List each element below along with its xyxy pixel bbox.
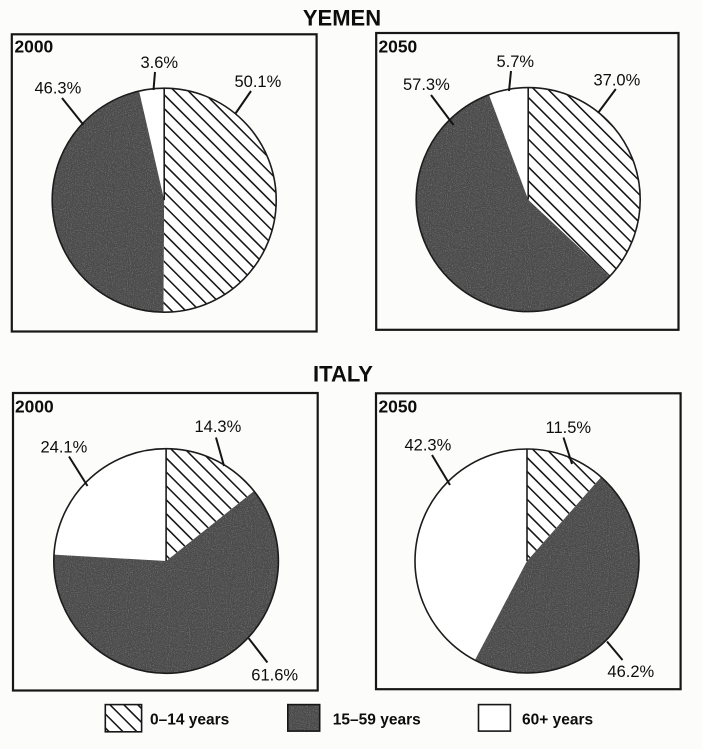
svg-text:15–59 years: 15–59 years bbox=[333, 711, 421, 728]
svg-text:ITALY: ITALY bbox=[313, 362, 373, 387]
svg-text:46.3%: 46.3% bbox=[35, 79, 82, 97]
svg-text:2000: 2000 bbox=[15, 36, 54, 56]
svg-text:50.1%: 50.1% bbox=[235, 73, 282, 91]
svg-text:2050: 2050 bbox=[379, 36, 418, 56]
svg-text:3.6%: 3.6% bbox=[141, 54, 179, 72]
svg-text:37.0%: 37.0% bbox=[594, 71, 641, 89]
svg-text:YEMEN: YEMEN bbox=[303, 5, 381, 30]
svg-text:46.2%: 46.2% bbox=[607, 663, 654, 681]
svg-text:0–14 years: 0–14 years bbox=[150, 711, 229, 728]
svg-text:61.6%: 61.6% bbox=[251, 667, 298, 685]
svg-text:42.3%: 42.3% bbox=[405, 437, 452, 455]
svg-text:5.7%: 5.7% bbox=[497, 53, 535, 71]
svg-text:11.5%: 11.5% bbox=[546, 419, 592, 437]
svg-text:60+ years: 60+ years bbox=[522, 711, 593, 728]
svg-text:24.1%: 24.1% bbox=[41, 438, 88, 456]
svg-text:14.3%: 14.3% bbox=[195, 418, 242, 436]
svg-text:2000: 2000 bbox=[15, 396, 54, 416]
svg-text:57.3%: 57.3% bbox=[403, 76, 450, 94]
svg-text:2050: 2050 bbox=[379, 396, 418, 416]
